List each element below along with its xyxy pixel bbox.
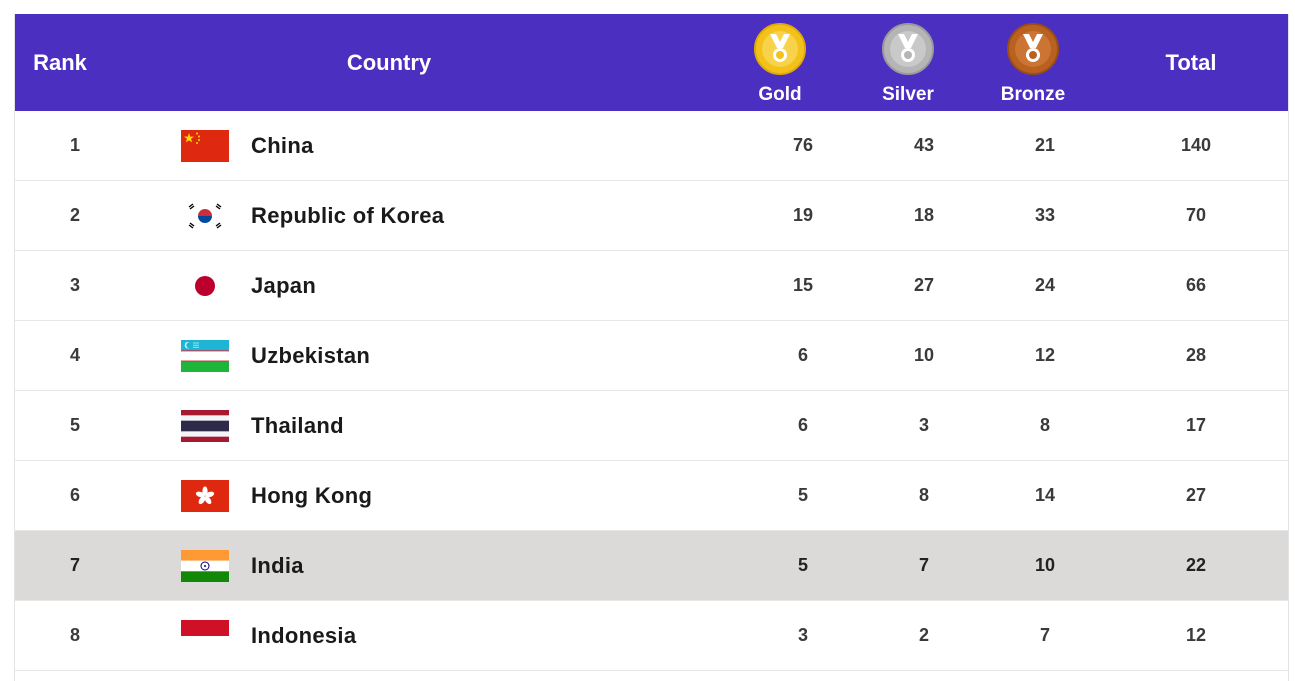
japan-flag-icon (181, 251, 229, 320)
total-count: 27 (1185, 485, 1207, 505)
silver-count: 8 (918, 485, 929, 505)
rank-cell: 7 (69, 555, 80, 575)
header-silver: Silver (853, 22, 963, 105)
country-name: China (251, 132, 314, 158)
bronze-count: 21 (1034, 135, 1056, 155)
india-flag-icon (181, 531, 229, 600)
table-row: 3 Japan 15 27 24 66 (15, 251, 1288, 321)
bronze-count: 12 (1034, 345, 1056, 365)
hong-kong-flag-icon (181, 461, 229, 530)
gold-count: 6 (797, 415, 808, 435)
table-row: 8 Indonesia 3 2 7 12 (15, 601, 1288, 671)
header-rank: Rank (33, 49, 87, 75)
total-count: 17 (1185, 415, 1207, 435)
country-name: Indonesia (251, 622, 357, 648)
header-silver-label: Silver (882, 84, 934, 105)
bronze-count: 10 (1034, 555, 1056, 575)
country-name: Hong Kong (251, 482, 373, 508)
total-count: 12 (1185, 625, 1207, 645)
silver-count: 43 (913, 135, 935, 155)
gold-medal-icon (753, 22, 807, 81)
table-row: 2 Republic of Korea 19 18 33 70 (15, 181, 1288, 251)
header-gold: Gold (725, 22, 835, 105)
total-count: 28 (1185, 345, 1207, 365)
rank-cell: 1 (69, 135, 80, 155)
gold-count: 6 (797, 345, 808, 365)
bronze-count: 33 (1034, 205, 1056, 225)
table-row: 4 Uzbekistan 6 10 12 28 (15, 321, 1288, 391)
header-bronze: Bronze (978, 22, 1088, 105)
rank-cell: 4 (69, 345, 80, 365)
bronze-medal-icon (1006, 22, 1060, 81)
silver-count: 3 (918, 415, 929, 435)
total-count: 70 (1185, 205, 1207, 225)
header-total: Total (1165, 49, 1217, 75)
table-row: 1 China 76 43 21 140 (15, 111, 1288, 181)
rank-cell: 8 (69, 625, 80, 645)
table-row-highlighted: 7 India 5 7 10 22 (15, 531, 1288, 601)
table-header: Rank Country Gold (15, 14, 1288, 111)
silver-count: 7 (918, 555, 929, 575)
medal-table: Rank Country Gold (14, 14, 1289, 681)
country-name: Thailand (251, 412, 344, 438)
thailand-flag-icon (181, 391, 229, 460)
indonesia-flag-icon (181, 601, 229, 670)
silver-medal-icon (881, 22, 935, 81)
gold-count: 3 (797, 625, 808, 645)
china-flag-icon (181, 111, 229, 180)
rank-cell: 5 (69, 415, 80, 435)
bronze-count: 14 (1034, 485, 1056, 505)
rank-cell: 3 (69, 275, 80, 295)
table-row: 6 Hong Kong 5 8 14 27 (15, 461, 1288, 531)
bronze-count: 8 (1039, 415, 1050, 435)
rank-cell: 6 (69, 485, 80, 505)
header-country: Country (346, 49, 432, 75)
bronze-count: 24 (1034, 275, 1056, 295)
silver-count: 2 (918, 625, 929, 645)
country-name: India (251, 552, 304, 578)
header-bronze-label: Bronze (1000, 84, 1066, 105)
silver-count: 27 (913, 275, 935, 295)
gold-count: 5 (797, 555, 808, 575)
header-gold-label: Gold (758, 84, 802, 105)
silver-count: 10 (913, 345, 935, 365)
korea-flag-icon (181, 181, 229, 250)
total-count: 22 (1185, 555, 1207, 575)
gold-count: 15 (792, 275, 814, 295)
gold-count: 76 (792, 135, 814, 155)
rank-cell: 2 (69, 205, 80, 225)
total-count: 140 (1180, 135, 1212, 155)
country-name: Japan (251, 272, 317, 298)
country-name: Republic of Korea (251, 202, 445, 228)
gold-count: 19 (792, 205, 814, 225)
table-row: 5 Thailand 6 3 8 17 (15, 391, 1288, 461)
silver-count: 18 (913, 205, 935, 225)
gold-count: 5 (797, 485, 808, 505)
total-count: 66 (1185, 275, 1207, 295)
bronze-count: 7 (1039, 625, 1050, 645)
uzbekistan-flag-icon (181, 321, 229, 390)
country-name: Uzbekistan (251, 342, 371, 368)
